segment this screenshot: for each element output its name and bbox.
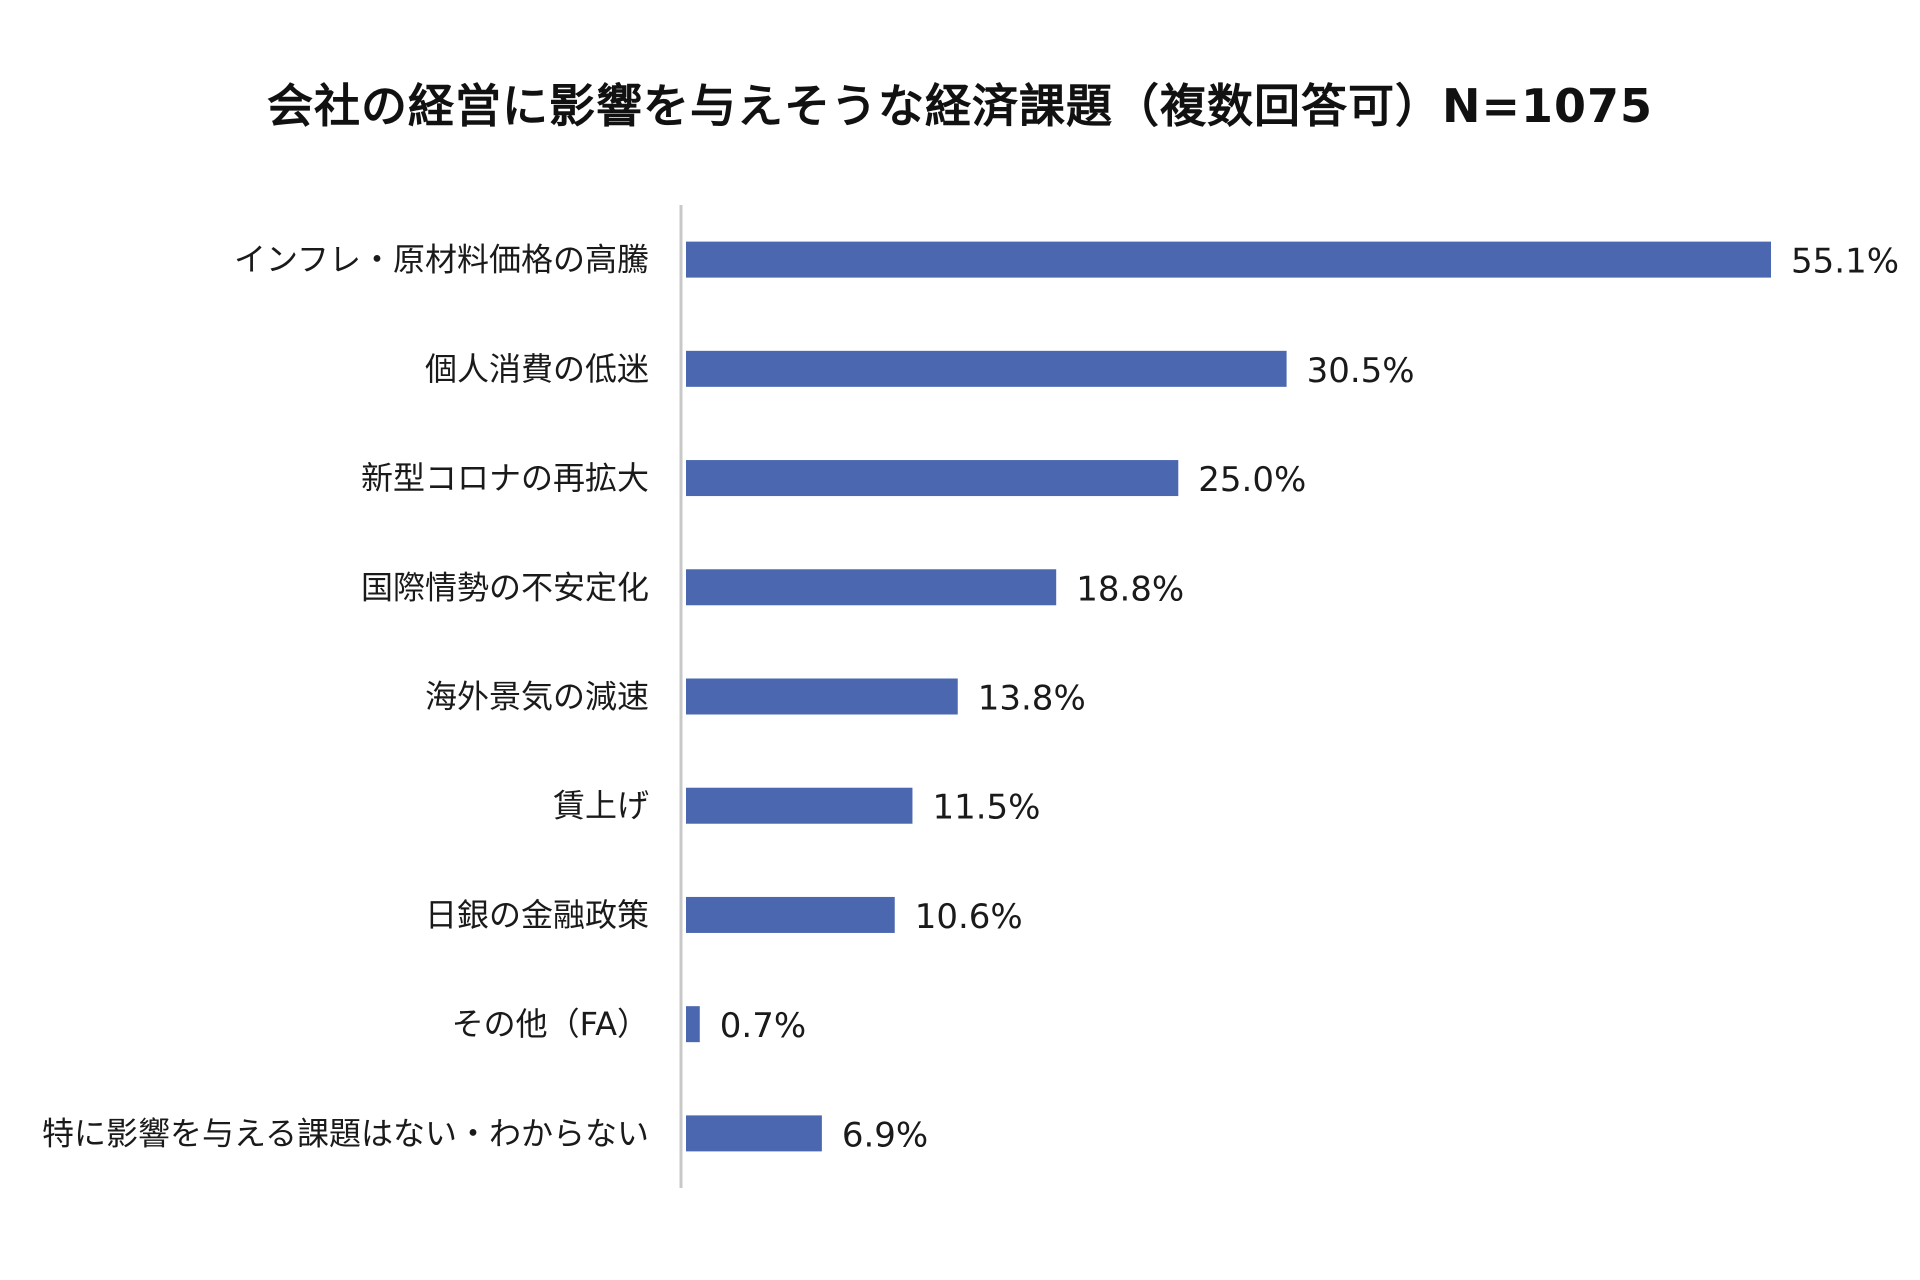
value-label: 25.0%	[1198, 460, 1306, 500]
bar	[686, 241, 1771, 278]
value-label: 30.5%	[1307, 351, 1415, 391]
bar	[686, 787, 913, 824]
bar	[686, 1115, 822, 1152]
value-label: 18.8%	[1076, 569, 1184, 609]
value-label: 6.9%	[842, 1115, 928, 1155]
bar	[686, 896, 895, 933]
value-label: 55.1%	[1791, 242, 1899, 282]
value-label: 10.6%	[915, 897, 1023, 937]
value-label: 0.7%	[720, 1006, 806, 1046]
bar	[686, 460, 1179, 497]
bar	[686, 1006, 700, 1043]
category-label: 国際情勢の不安定化	[361, 568, 649, 606]
category-label: 日銀の金融政策	[425, 896, 649, 934]
category-label: 海外景気の減速	[425, 678, 649, 716]
category-label: インフレ・原材料価格の高騰	[234, 241, 649, 279]
category-label: 賃上げ	[553, 787, 649, 825]
chart-title: 会社の経営に影響を与えそうな経済課題（複数回答可）N=1075	[266, 79, 1654, 133]
category-label: 特に影響を与える課題はない・わからない	[42, 1114, 649, 1152]
bar	[686, 350, 1287, 387]
category-label: 新型コロナの再拡大	[361, 459, 649, 497]
value-label: 11.5%	[932, 788, 1040, 828]
bar	[686, 678, 958, 715]
category-label: その他（FA）	[452, 1005, 649, 1043]
bar	[686, 569, 1057, 606]
category-label: 個人消費の低迷	[425, 350, 649, 388]
value-label: 13.8%	[978, 679, 1086, 719]
